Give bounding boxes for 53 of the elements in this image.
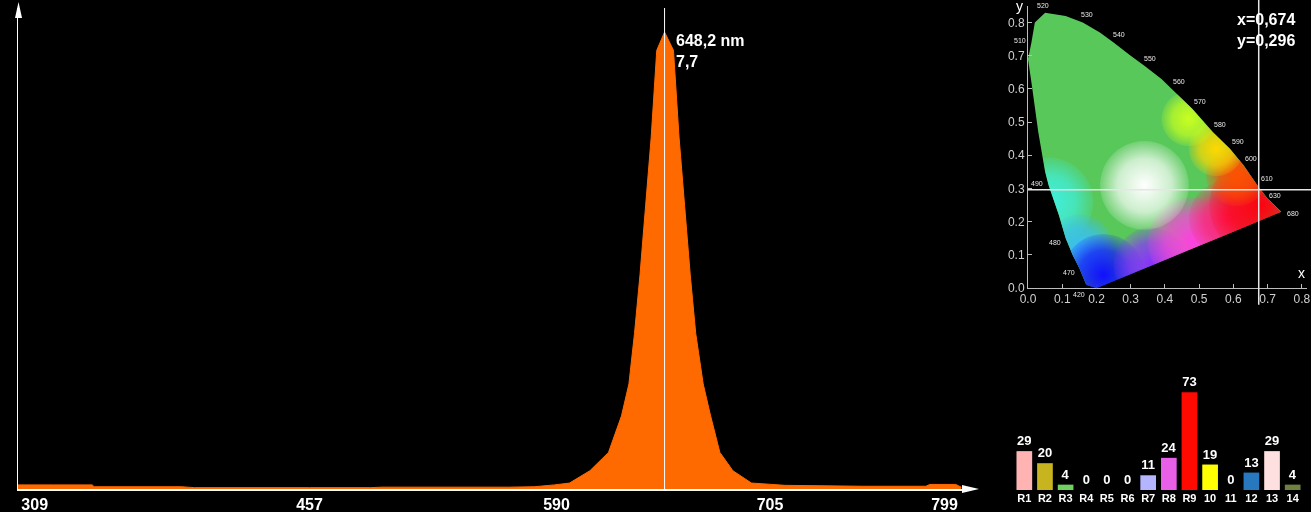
x-tick-label: R6: [1120, 492, 1135, 504]
data-label: 0: [1123, 472, 1132, 487]
data-label: 20: [1037, 445, 1053, 461]
y-tick-label: 0.3: [1007, 181, 1025, 196]
y-tick-label: 0.6: [1007, 82, 1025, 97]
y-tick-label: 0.7: [1007, 48, 1025, 63]
x-tick-label: 11: [1224, 492, 1237, 504]
x-tick-label: 0.0: [1019, 292, 1037, 307]
x-tick-label: 10: [1203, 492, 1217, 504]
x-tick-label: 13: [1265, 492, 1279, 504]
x-axis-title: x: [1298, 265, 1305, 281]
data-label: 24: [1161, 439, 1177, 455]
y-tick-label: 0.4: [1007, 148, 1025, 163]
y-tick-label: 0.5: [1007, 115, 1025, 130]
x-tick-label: 0.5: [1190, 292, 1208, 307]
y-tick-label: 0.1: [1007, 248, 1025, 263]
data-label: 0: [1227, 472, 1235, 487]
x-tick-label: 0.2: [1088, 292, 1106, 307]
annotation: 648,2 nm 7,7: [676, 32, 745, 70]
data-label: 11: [1141, 457, 1156, 473]
data-label: 29: [1017, 433, 1032, 449]
y-tick-label: 0.2: [1007, 214, 1025, 229]
x-tick-label: 309: [21, 495, 49, 512]
data-label: 0: [1103, 472, 1111, 487]
x-tick-label: 0.3: [1122, 292, 1140, 307]
x-tick-label: R7: [1141, 492, 1156, 504]
x-tick-label: R3: [1058, 492, 1073, 504]
data-label: 4: [1061, 466, 1070, 482]
data-label: 13: [1244, 454, 1259, 470]
x-tick-label: R5: [1099, 492, 1114, 504]
x-tick-label: R9: [1182, 492, 1197, 504]
x-tick-label: 0.7: [1259, 292, 1277, 307]
x-tick-label: R8: [1161, 492, 1176, 504]
x-tick-label: 705: [756, 495, 784, 512]
y-axis-title: y: [1016, 0, 1023, 14]
y-tick-label: 0.8: [1007, 15, 1025, 30]
x-tick-label: 0.1: [1053, 292, 1071, 307]
x-tick-label: R1: [1017, 492, 1032, 504]
data-label: 29: [1264, 433, 1280, 449]
data-label: 73: [1182, 374, 1197, 390]
data-label: 0: [1082, 472, 1090, 487]
x-tick-label: R4: [1079, 492, 1095, 504]
data-label: 4: [1288, 466, 1297, 482]
x-tick-label: 0.6: [1225, 292, 1243, 307]
x-tick-label: 457: [296, 495, 323, 512]
x-tick-label: 0.8: [1293, 292, 1311, 307]
data-label: 19: [1202, 446, 1218, 462]
x-tick-label: 0.4: [1156, 292, 1174, 307]
x-tick-label: 12: [1245, 492, 1258, 504]
x-tick-label: R2: [1037, 492, 1052, 504]
x-tick-label: 799: [931, 495, 959, 512]
x-tick-label: 590: [543, 495, 570, 512]
x-tick-label: 14: [1286, 492, 1300, 504]
